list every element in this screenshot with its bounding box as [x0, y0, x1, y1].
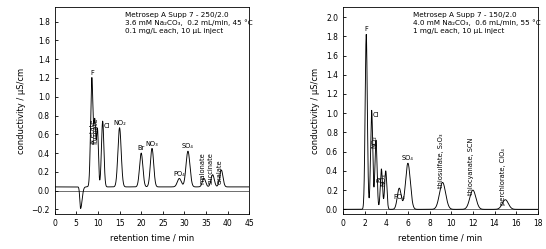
Text: F: F [364, 26, 368, 32]
Y-axis label: conductivity / μS/cm: conductivity / μS/cm [311, 68, 321, 154]
Text: thiocyanate, SCN: thiocyanate, SCN [468, 137, 474, 195]
Text: NO₃: NO₃ [146, 140, 158, 146]
Text: NO₂: NO₂ [113, 120, 126, 126]
Text: Br: Br [377, 175, 383, 183]
X-axis label: retention time / min: retention time / min [398, 234, 483, 243]
Text: Cl: Cl [104, 123, 110, 129]
X-axis label: retention time / min: retention time / min [110, 234, 194, 243]
Text: acetate: acetate [90, 118, 96, 144]
Text: formate: formate [92, 117, 98, 144]
Text: NO₂: NO₂ [371, 135, 377, 148]
Text: SO₄: SO₄ [402, 155, 414, 161]
Text: succinate: succinate [208, 152, 214, 184]
Text: Cl: Cl [373, 112, 379, 118]
Text: malonate: malonate [199, 152, 205, 184]
Text: SO₄: SO₄ [182, 143, 194, 149]
Text: oxalate: oxalate [217, 159, 223, 184]
Text: NO₃: NO₃ [381, 174, 387, 186]
Text: Metrosep A Supp 7 - 250/2.0
3.6 mM Na₂CO₃,  0.2 mL/min, 45 °C
0.1 mg/L each, 10 : Metrosep A Supp 7 - 250/2.0 3.6 mM Na₂CO… [124, 12, 252, 34]
Text: Metrosep A Supp 7 - 150/2.0
4.0 mM Na₂CO₃,  0.6 mL/min, 55 °C
1 mg/L each, 10 μL: Metrosep A Supp 7 - 150/2.0 4.0 mM Na₂CO… [413, 12, 541, 34]
Text: thiosulfate, S₂O₃: thiosulfate, S₂O₃ [438, 134, 444, 188]
Y-axis label: conductivity / μS/cm: conductivity / μS/cm [17, 68, 26, 154]
Text: Br: Br [138, 145, 145, 151]
Text: PO₄: PO₄ [393, 194, 405, 200]
Text: PO₄: PO₄ [174, 171, 185, 177]
Text: perchlorate, ClO₄: perchlorate, ClO₄ [501, 148, 507, 204]
Text: F: F [90, 70, 94, 76]
